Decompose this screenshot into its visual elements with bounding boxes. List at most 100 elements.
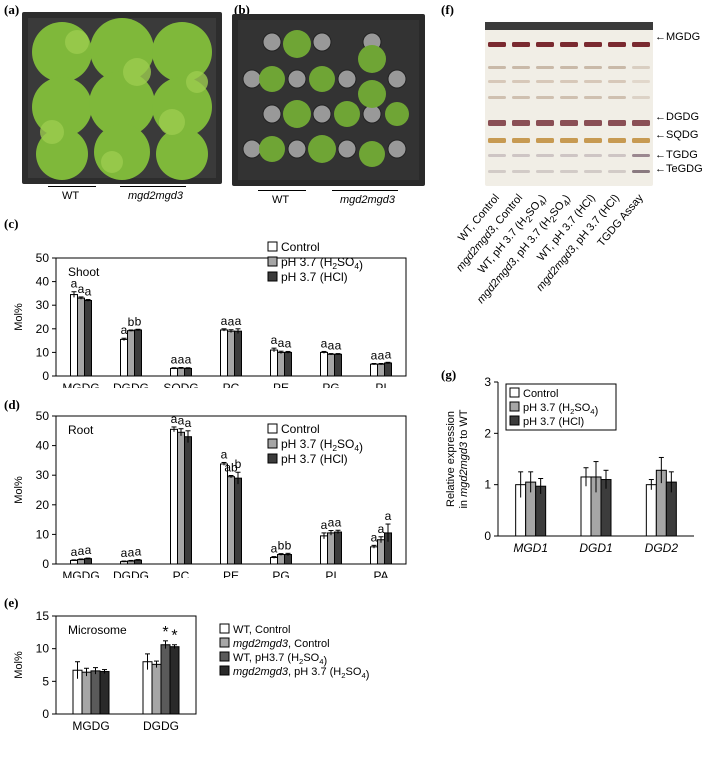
panel-b-underline-wt [258, 190, 306, 191]
tlc-band [584, 138, 602, 143]
tlc-band [488, 80, 506, 83]
tlc-band [488, 154, 506, 157]
tlc-band [584, 170, 602, 173]
legend-swatch [267, 271, 278, 282]
bar [270, 556, 278, 565]
significance-label: a [228, 315, 235, 329]
y-tick-label: 0 [42, 557, 49, 571]
tlc-band [632, 80, 650, 83]
y-tick-label: 10 [36, 642, 50, 656]
bar [170, 428, 178, 565]
bar [327, 353, 335, 377]
significance-label: a [271, 542, 278, 556]
tlc-band [488, 138, 506, 143]
tlc-band-label: ←MGDG [655, 31, 701, 43]
tlc-band [512, 80, 530, 83]
panel-e-label: (e) [4, 595, 19, 610]
significance-label: a [71, 277, 78, 291]
significance-label: a [221, 447, 228, 461]
category-label: PC [173, 569, 190, 578]
plot-frame [55, 615, 197, 715]
significance-label: a [285, 336, 292, 350]
tlc-band [536, 154, 554, 157]
significance-label: a [185, 416, 192, 430]
bar [177, 367, 185, 377]
significance-label: a [128, 545, 135, 559]
category-label: MGDG [72, 719, 109, 733]
significance-label: a [171, 412, 178, 426]
y-axis-label: Mol% [13, 651, 25, 679]
tlc-band [608, 42, 626, 47]
tlc-band [512, 154, 530, 157]
y-axis-label: Mol% [13, 476, 25, 504]
bar [220, 463, 228, 565]
legend-box [505, 383, 617, 431]
tlc-band [536, 120, 554, 126]
significance-label: b [235, 457, 242, 471]
significance-label: a [78, 282, 85, 296]
tlc-band [560, 66, 578, 69]
tlc-band-label: ←SQDG [655, 129, 699, 141]
tlc-band-label: ←TeGDG [655, 163, 703, 175]
panel-c-label: (c) [4, 216, 19, 231]
significance-label: a [171, 353, 178, 367]
bar [184, 367, 192, 377]
bar [81, 671, 92, 715]
significance-label: a [271, 333, 278, 347]
tlc-band-label: ←TGDG [655, 149, 698, 161]
category-label: PG [272, 569, 289, 578]
tlc-band [560, 120, 578, 126]
tlc-band [632, 154, 650, 157]
panel-a-caption-wt: WT [62, 190, 80, 202]
bar [184, 436, 192, 565]
tlc-band [488, 66, 506, 69]
bar [120, 338, 128, 377]
panel-b-photo [232, 14, 425, 186]
y-tick-label: 2 [484, 426, 491, 440]
tlc-band [488, 120, 506, 126]
bar [377, 363, 385, 377]
bar [370, 363, 378, 377]
significance-label: b [135, 314, 142, 328]
significance-label: a [235, 314, 242, 328]
significance-label: a [335, 515, 342, 529]
tlc-band [608, 154, 626, 157]
tlc-band [632, 42, 650, 47]
y-tick-label: 30 [36, 298, 50, 312]
significance-label: b [285, 538, 292, 552]
tlc-band [560, 170, 578, 173]
bar [220, 329, 228, 377]
bar [84, 299, 92, 377]
significance-label: a [135, 545, 142, 559]
tlc-band [632, 96, 650, 99]
legend-swatch [509, 401, 520, 412]
legend-swatch [267, 423, 278, 434]
tlc-band [632, 66, 650, 69]
panel-b-label: (b) [234, 2, 250, 17]
legend-entry: WT, Control [233, 624, 290, 636]
panel-a-label: (a) [4, 2, 20, 17]
legend-swatch [509, 387, 520, 398]
tlc-band [512, 42, 530, 47]
significance-label: a [371, 348, 378, 362]
legend-swatch [267, 241, 278, 252]
bar [384, 362, 392, 377]
category-label: PG [322, 381, 339, 388]
significance-label: a [278, 336, 285, 350]
legend-swatch [219, 637, 230, 648]
category-label: PI [375, 381, 386, 388]
tlc-band [560, 96, 578, 99]
panel-d-label: (d) [4, 397, 20, 412]
y-tick-label: 3 [484, 375, 491, 389]
legend-entry: Control [281, 422, 320, 436]
tlc-band [584, 66, 602, 69]
significance-label: a [371, 530, 378, 544]
legend-swatch [267, 453, 278, 464]
legend-entry: pH 3.7 (HCl) [281, 452, 348, 466]
bar [127, 330, 135, 377]
legend-entry: pH 3.7 (HCl) [281, 270, 348, 284]
significance-label: a [121, 546, 128, 560]
panel-a-photo [22, 12, 222, 184]
bar [234, 330, 242, 377]
